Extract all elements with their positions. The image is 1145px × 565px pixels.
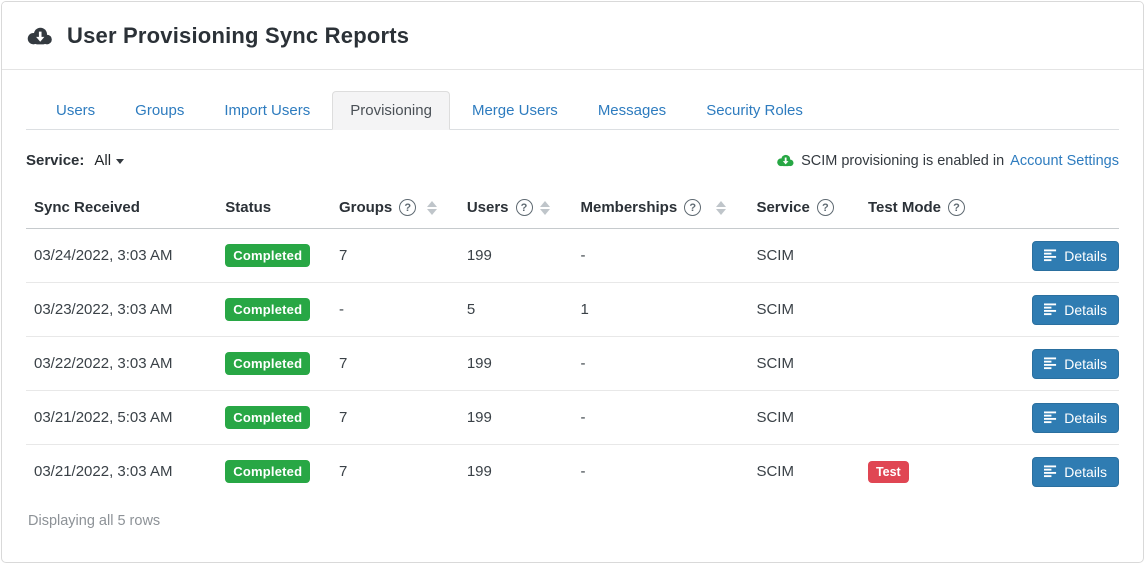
details-button[interactable]: Details (1032, 456, 1119, 487)
list-lines-icon (1044, 249, 1057, 262)
service-filter-label: Service: (26, 152, 85, 169)
status-badge: Completed (225, 460, 311, 484)
list-lines-icon (1044, 303, 1057, 316)
details-button[interactable]: Details (1032, 348, 1119, 379)
memberships-cell: - (572, 444, 749, 499)
page-body: Users Groups Import Users Provisioning M… (2, 70, 1143, 547)
list-lines-icon (1044, 411, 1057, 424)
sync-received-cell: 03/22/2022, 3:03 AM (26, 336, 218, 391)
users-cell: 199 (458, 390, 573, 445)
details-button[interactable]: Details (1032, 240, 1119, 271)
service-dropdown[interactable]: All (94, 152, 125, 169)
table-row: 03/22/2022, 3:03 AM Completed 7 199 - SC… (26, 336, 1119, 391)
table-row: 03/24/2022, 3:03 AM Completed 7 199 - SC… (26, 228, 1119, 283)
memberships-cell: - (572, 336, 749, 391)
list-lines-icon (1044, 465, 1057, 478)
status-badge: Completed (225, 352, 311, 375)
memberships-cell: - (572, 228, 749, 283)
users-help-icon[interactable]: ? (515, 199, 533, 216)
tab-groups[interactable]: Groups (135, 102, 185, 119)
service-dropdown-value: All (94, 152, 112, 169)
users-sort-icon[interactable] (540, 200, 551, 215)
details-button[interactable]: Details (1032, 402, 1119, 433)
groups-cell: 7 (330, 228, 459, 283)
service-cell: SCIM (748, 444, 860, 499)
memberships-help-icon[interactable]: ? (684, 199, 702, 216)
groups-help-icon[interactable]: ? (399, 199, 417, 216)
account-settings-link[interactable]: Account Settings (1010, 152, 1119, 169)
tab-merge-users[interactable]: Merge Users (471, 102, 558, 119)
tab-bar: Users Groups Import Users Provisioning M… (26, 91, 1119, 130)
memberships-sort-icon[interactable] (716, 200, 727, 215)
service-cell: SCIM (748, 282, 860, 337)
test-mode-cell (859, 228, 992, 283)
col-test-mode: Test Mode (867, 199, 941, 216)
groups-cell: 7 (330, 444, 459, 499)
tab-messages[interactable]: Messages (597, 102, 667, 119)
table-row: 03/23/2022, 3:03 AM Completed - 5 1 SCIM… (26, 282, 1119, 337)
status-cell: Completed (217, 390, 331, 445)
sync-received-cell: 03/21/2022, 5:03 AM (26, 390, 218, 445)
test-mode-cell (859, 282, 992, 337)
page-header: User Provisioning Sync Reports (2, 2, 1143, 70)
test-mode-cell: Test (859, 444, 992, 499)
service-cell: SCIM (748, 390, 860, 445)
chevron-down-icon (116, 159, 125, 164)
test-mode-cell (859, 336, 992, 391)
sync-received-cell: 03/24/2022, 3:03 AM (26, 228, 218, 283)
scim-notice: SCIM provisioning is enabled in Account … (776, 153, 1119, 169)
groups-cell: 7 (330, 336, 459, 391)
status-cell: Completed (217, 228, 331, 283)
status-cell: Completed (217, 444, 331, 499)
service-help-icon[interactable]: ? (816, 199, 834, 216)
table-row: 03/21/2022, 3:03 AM Completed 7 199 - SC… (26, 444, 1119, 499)
cloud-download-icon (26, 25, 54, 47)
test-mode-badge: Test (867, 460, 909, 483)
users-cell: 5 (458, 282, 573, 337)
users-cell: 199 (458, 336, 573, 391)
tab-provisioning[interactable]: Provisioning (332, 91, 450, 130)
scim-notice-text: SCIM provisioning is enabled in (801, 152, 1005, 169)
tab-security-roles[interactable]: Security Roles (706, 102, 803, 119)
users-cell: 199 (458, 444, 573, 499)
details-button[interactable]: Details (1032, 294, 1119, 325)
service-cell: SCIM (748, 336, 860, 391)
tab-users[interactable]: Users (56, 102, 96, 119)
col-users: Users (466, 199, 509, 216)
cloud-download-icon (776, 153, 795, 168)
table-header-row: Sync Received Status Groups ? Users ? Me… (26, 189, 1119, 229)
col-service: Service (756, 199, 810, 216)
table-row: 03/21/2022, 5:03 AM Completed 7 199 - SC… (26, 390, 1119, 445)
filter-row: Service: All (26, 152, 1119, 169)
col-memberships: Memberships (580, 199, 678, 216)
test-mode-cell (859, 390, 992, 445)
status-cell: Completed (217, 282, 331, 337)
sync-reports-table: Sync Received Status Groups ? Users ? Me… (26, 189, 1119, 499)
memberships-cell: 1 (572, 282, 749, 337)
status-badge: Completed (225, 298, 311, 321)
sync-received-cell: 03/21/2022, 3:03 AM (26, 444, 218, 499)
status-cell: Completed (217, 336, 331, 391)
col-sync-received: Sync Received (34, 199, 140, 216)
groups-sort-icon[interactable] (426, 200, 437, 215)
groups-cell: - (330, 282, 459, 337)
page-title: User Provisioning Sync Reports (67, 22, 410, 48)
status-badge: Completed (225, 244, 311, 267)
status-badge: Completed (225, 406, 311, 429)
service-cell: SCIM (748, 228, 860, 283)
tab-import-users[interactable]: Import Users (224, 102, 311, 119)
groups-cell: 7 (330, 390, 459, 445)
users-cell: 199 (458, 228, 573, 283)
sync-received-cell: 03/23/2022, 3:03 AM (26, 282, 218, 337)
memberships-cell: - (572, 390, 749, 445)
col-status: Status (225, 199, 272, 216)
row-count-status: Displaying all 5 rows (28, 512, 161, 529)
col-groups: Groups (338, 199, 393, 216)
test-mode-help-icon[interactable]: ? (948, 199, 965, 216)
list-lines-icon (1044, 357, 1057, 370)
service-filter: Service: All (26, 152, 125, 169)
